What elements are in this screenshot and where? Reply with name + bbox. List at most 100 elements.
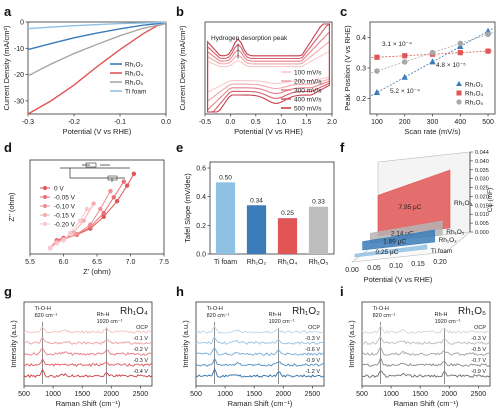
panel-g-spectrum <box>23 368 153 379</box>
panel-c-xlabel: Scan rate (mV/s) <box>404 127 461 136</box>
panel-f-xlabel: Potential (V vs RHE) <box>364 275 433 284</box>
panel-f-z-tick-label: 0.035 <box>475 168 489 174</box>
panel-f-z-tick-label: 0.020 <box>475 194 489 200</box>
panel-e-category-label: Rh₁O₄ <box>278 259 298 266</box>
panel-d-legend-label: -0.15 V <box>54 213 76 220</box>
panel-b-legend-label: 400 mV/s <box>294 97 322 104</box>
panel-c-point <box>485 48 491 54</box>
panel-f-series-label: Rh₁O₂ <box>439 237 458 244</box>
panel-i-annotation: 820 cm⁻¹ <box>373 313 396 319</box>
panel-i-series-label: -0.3 V <box>471 336 486 342</box>
panel-d-legend-marker <box>43 195 47 199</box>
panel-h-frame <box>195 301 325 387</box>
panel-f-value-label: 0.25 μC <box>375 249 398 256</box>
panel-b-x-tick-label: 0.5 <box>251 119 261 126</box>
panel-f-3d-plot: 0.000 0.005 0.010 0.015 0.020 0.025 0.030 0.035… <box>345 150 494 284</box>
panel-c-point <box>429 49 436 56</box>
panel-b-x-tick-label: 0.0 <box>226 119 236 126</box>
panel-d-frame <box>29 159 165 255</box>
panel-b-annotation: Hydrogen desorption peak <box>211 35 288 42</box>
panel-a-series-line <box>27 22 167 77</box>
panel-d-xlabel: Z' (ohm) <box>83 267 111 276</box>
panel-d-x-tick-label: 7.5 <box>159 259 169 266</box>
panel-e-category-label: Rh₁O₅ <box>309 259 329 266</box>
panel-f-series-label: Rh₁O₅ <box>446 229 465 236</box>
panel-d-resistor <box>107 175 118 181</box>
panel-i-spectrum <box>361 324 491 334</box>
panel-d-x-tick-label: 5.5 <box>25 259 35 266</box>
panel-f-z-tick-label: 0.000 <box>475 230 489 236</box>
panel-d-resistor <box>85 162 97 168</box>
panel-c-x-tick-label: 200 <box>399 119 411 126</box>
panel-f-value-label: 7.95 μC <box>399 204 422 211</box>
panel-d-x-tick-label: 7.0 <box>126 259 136 266</box>
panel-h-spectrum <box>195 325 325 334</box>
panel-letter-i: i <box>340 284 344 299</box>
panel-h-annotation: Ti-O-H <box>207 306 223 312</box>
panel-a-x-tick-label: -0.1 <box>114 119 126 126</box>
panel-letter-g: g <box>4 284 12 299</box>
panel-e-category-label: Rh₁O₂ <box>247 259 267 266</box>
panel-i-series-label: -0.9 V <box>471 369 486 375</box>
panel-c-legend-label: Rh₁O₂ <box>465 82 484 89</box>
panel-f-series-label: Ti foam <box>431 248 452 255</box>
panel-c-point <box>401 73 408 80</box>
panel-g-x-tick-label: 2000 <box>103 391 119 398</box>
panel-d-point <box>47 245 53 251</box>
panel-g-spectrum <box>23 357 153 368</box>
panel-d-circuit-wires <box>60 164 130 182</box>
panel-h-annotation: 1920 cm⁻¹ <box>269 319 295 325</box>
panel-e-ylabel: Tafel Slope (mV/dec) <box>183 173 192 243</box>
panel-e-y-tick-label: 0.4 <box>196 194 206 201</box>
panel-c-point <box>485 31 491 38</box>
panel-f-x-tick-label: 0.10 <box>389 263 403 270</box>
panel-g-spectrum <box>23 326 153 334</box>
panel-c-slope-label: 4.8 × 10⁻⁵ <box>436 62 466 69</box>
panel-h-x-tick-label: 2000 <box>275 391 291 398</box>
panel-f-z-tick-label: 0.010 <box>475 212 489 218</box>
panel-c-y-tick-label: 0.4 <box>356 35 366 42</box>
panel-e-bar-value: 0.50 <box>219 174 232 181</box>
panel-i-annotation: Rh-H <box>435 312 448 318</box>
panel-c-point <box>457 40 464 47</box>
panel-g-annotation: Rh-H <box>97 312 110 318</box>
panel-a-y-tick-label: 0 <box>20 20 24 27</box>
panel-f-z-tick-label: 0.030 <box>475 177 489 183</box>
panel-c-slope-label: 3.1 × 10⁻⁴ <box>382 41 412 48</box>
panel-b-cv-loop <box>206 23 331 113</box>
panel-c-x-tick-label: 500 <box>482 119 494 126</box>
panel-i-spectrum <box>361 356 491 368</box>
panel-d-point <box>101 210 106 216</box>
panel-i-x-tick-label: 2500 <box>471 391 487 398</box>
panel-c-legend-label: Rh₁O₄ <box>465 91 484 98</box>
panel-e-bar-value: 0.34 <box>250 197 263 204</box>
panel-c-fit-line <box>371 27 494 96</box>
panel-h-annotation: Rh-H <box>269 312 282 318</box>
panel-e-bar <box>246 205 267 254</box>
panel-c-point <box>373 89 381 96</box>
panel-h-x-tick-label: 2500 <box>305 391 321 398</box>
panel-e-bar <box>215 182 236 254</box>
panel-a-legend-label: Rh₁O₂ <box>125 62 144 69</box>
panel-e-y-tick-label: 0.2 <box>196 223 206 230</box>
panel-g-annotation: 820 cm⁻¹ <box>35 313 58 319</box>
panel-b-xlabel: Potential (V vs RHE) <box>234 127 303 136</box>
panel-letter-h: h <box>176 284 184 299</box>
panel-c-point <box>401 59 408 65</box>
panel-c-x-tick-label: 300 <box>427 119 439 126</box>
panel-e-y-tick-label: 0.0 <box>196 252 206 259</box>
panel-b-legend-label: 500 mV/s <box>294 106 322 113</box>
panel-c-legend-marker <box>456 81 462 86</box>
panel-b-x-tick-label: 1.5 <box>302 119 312 126</box>
panel-a-y-tick-label: -30 <box>14 98 24 105</box>
panel-letter-e: e <box>176 140 183 155</box>
panel-b-x-tick-label: -0.5 <box>199 119 211 126</box>
panel-h-spectrum <box>195 357 325 367</box>
panel-i-ylabel: Intensity (a.u.) <box>347 320 356 368</box>
panel-letter-a: a <box>4 4 12 19</box>
panel-i-series-label: OCP <box>474 325 486 331</box>
panel-g-spectrum <box>23 347 153 356</box>
panel-g-title: Rh₁O₄ <box>120 306 148 317</box>
panel-g-series-label: OCP <box>136 325 148 331</box>
panel-d-legend-label: -0.20 V <box>54 222 76 229</box>
